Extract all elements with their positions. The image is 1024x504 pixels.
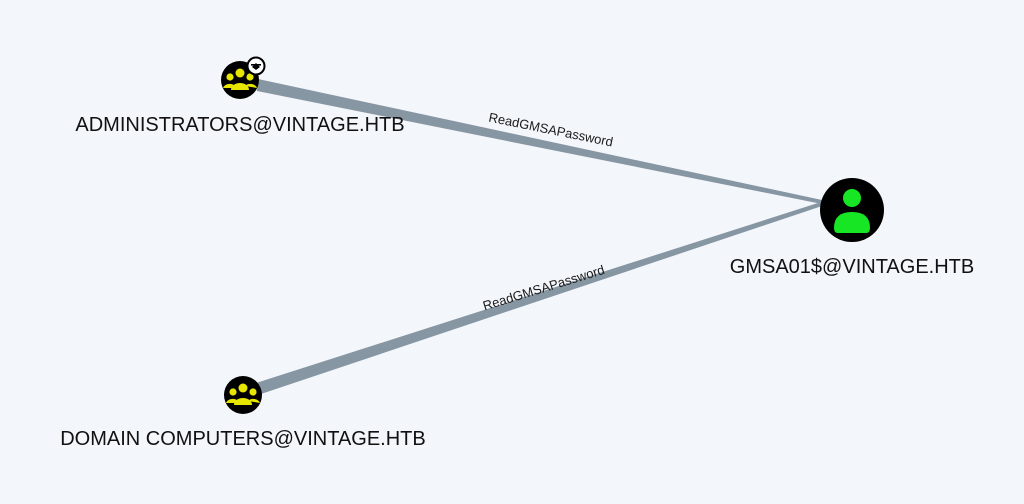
highvalue-icon (246, 56, 266, 76)
node-domain-computers[interactable]: DOMAIN COMPUTERS@VINTAGE.HTB (60, 376, 426, 450)
node-gmsa01[interactable]: GMSA01$@VINTAGE.HTB (730, 178, 974, 278)
edge-line (256, 202, 822, 395)
edge-line (257, 79, 822, 204)
node-label: GMSA01$@VINTAGE.HTB (730, 256, 974, 278)
edge-domcomp-to-gmsa[interactable]: ReadGMSAPassword (256, 202, 822, 395)
user-icon (820, 178, 884, 242)
node-label: ADMINISTRATORS@VINTAGE.HTB (75, 114, 404, 136)
edge-admins-to-gmsa[interactable]: ReadGMSAPassword (257, 79, 822, 204)
node-label: DOMAIN COMPUTERS@VINTAGE.HTB (60, 428, 426, 450)
group-icon (224, 376, 262, 414)
node-administrators[interactable]: ADMINISTRATORS@VINTAGE.HTB (75, 56, 405, 137)
edge-label: ReadGMSAPassword (481, 262, 606, 313)
